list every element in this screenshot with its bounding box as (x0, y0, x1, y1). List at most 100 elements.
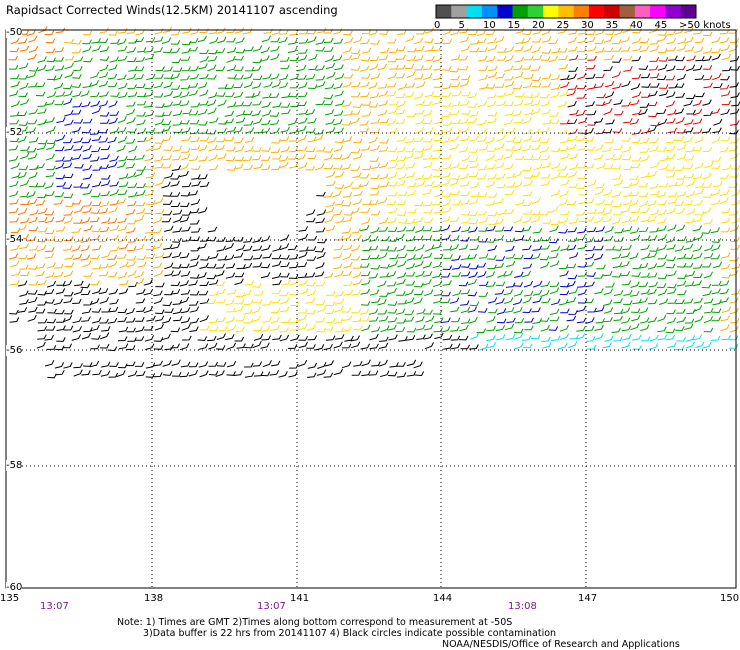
wind-barb (422, 173, 433, 180)
wind-barb (91, 181, 102, 188)
wind-barb (694, 74, 705, 80)
wind-barb (514, 317, 525, 324)
wind-barb (63, 325, 74, 331)
wind-barb (468, 147, 479, 153)
wind-barb (234, 336, 245, 342)
wind-barb (9, 317, 20, 323)
wind-barb (629, 118, 640, 125)
wind-barb (396, 361, 406, 367)
wind-barb (468, 198, 479, 205)
map-frame (5, 29, 737, 589)
wind-barb (657, 209, 667, 216)
wind-barb (729, 210, 739, 216)
wind-barb (395, 109, 406, 115)
wind-barb (44, 210, 55, 216)
wind-barb (568, 163, 579, 171)
wind-barb (82, 39, 92, 45)
wind-barb (108, 206, 118, 214)
wind-barb (117, 336, 128, 342)
wind-barb (684, 318, 695, 324)
wind-barb (181, 66, 191, 72)
wind-barb (684, 46, 695, 52)
wind-barb (353, 325, 363, 331)
wind-barb (144, 110, 155, 117)
wind-barb (261, 147, 271, 152)
wind-barb (55, 226, 66, 232)
wind-barb (306, 217, 316, 223)
wind-barb (378, 315, 389, 322)
wind-barb (461, 75, 471, 81)
wind-barb (215, 281, 226, 286)
wind-barb (549, 308, 560, 315)
wind-barb (162, 154, 172, 161)
wind-barb (569, 109, 579, 116)
wind-barb (253, 334, 264, 341)
wind-barb (155, 103, 165, 109)
wind-barb (155, 252, 165, 259)
wind-barb (316, 369, 327, 376)
wind-barb (721, 90, 731, 97)
wind-barb (125, 345, 136, 351)
wind-barb (486, 225, 496, 232)
wind-barb (350, 110, 361, 115)
lat-label-50: -50 (6, 27, 23, 38)
wind-barb (38, 216, 48, 223)
wind-barb (647, 288, 657, 295)
wind-barb (82, 173, 93, 180)
wind-barb (692, 128, 703, 134)
wind-barb (170, 47, 180, 54)
wind-barb (18, 254, 28, 260)
wind-barb (459, 324, 469, 332)
wind-barb (224, 110, 235, 117)
wind-barb (647, 263, 658, 270)
wind-barb (170, 202, 181, 207)
wind-barb (135, 326, 145, 333)
wind-barb (281, 108, 291, 115)
wind-barb (459, 164, 469, 170)
wind-barb (638, 307, 649, 314)
wind-barb (171, 270, 182, 277)
wind-barb (371, 326, 381, 333)
wind-barb (235, 316, 246, 322)
wind-barb (505, 89, 515, 96)
wind-barb (406, 70, 416, 78)
wind-barb (108, 117, 118, 125)
wind-barb (486, 325, 496, 331)
wind-barb (280, 272, 290, 278)
wind-barb (683, 298, 694, 304)
wind-barb (405, 218, 416, 225)
wind-barb (558, 299, 569, 306)
wind-barb (665, 263, 676, 269)
wind-barb (298, 162, 308, 170)
wind-barb (676, 280, 687, 287)
wind-barb (567, 227, 578, 233)
wind-barb (82, 201, 93, 207)
wind-barb (243, 255, 254, 261)
wind-barb (9, 180, 19, 188)
wind-barb (98, 128, 109, 134)
wind-barb (560, 153, 570, 160)
wind-barb (235, 244, 246, 251)
wind-barb (467, 253, 477, 260)
wind-barb (531, 253, 541, 260)
wind-barb (179, 163, 189, 171)
wind-barb (449, 135, 459, 142)
wind-barb (458, 146, 469, 153)
wind-barb (11, 270, 21, 277)
wind-barb (449, 143, 459, 151)
wind-barb (549, 281, 560, 287)
wind-barb (207, 335, 217, 342)
wind-barb (434, 317, 444, 324)
wind-barb (324, 360, 334, 367)
wind-barb (234, 278, 244, 285)
wind-barb (352, 198, 363, 206)
wind-barb (225, 236, 236, 242)
wind-barb (272, 102, 282, 108)
wind-barb (657, 234, 667, 241)
wind-barb (414, 55, 424, 62)
wind-barb (20, 145, 30, 151)
wind-barb (657, 314, 667, 322)
wind-barb (379, 118, 390, 124)
wind-barb (378, 54, 389, 61)
wind-barb (108, 161, 118, 169)
